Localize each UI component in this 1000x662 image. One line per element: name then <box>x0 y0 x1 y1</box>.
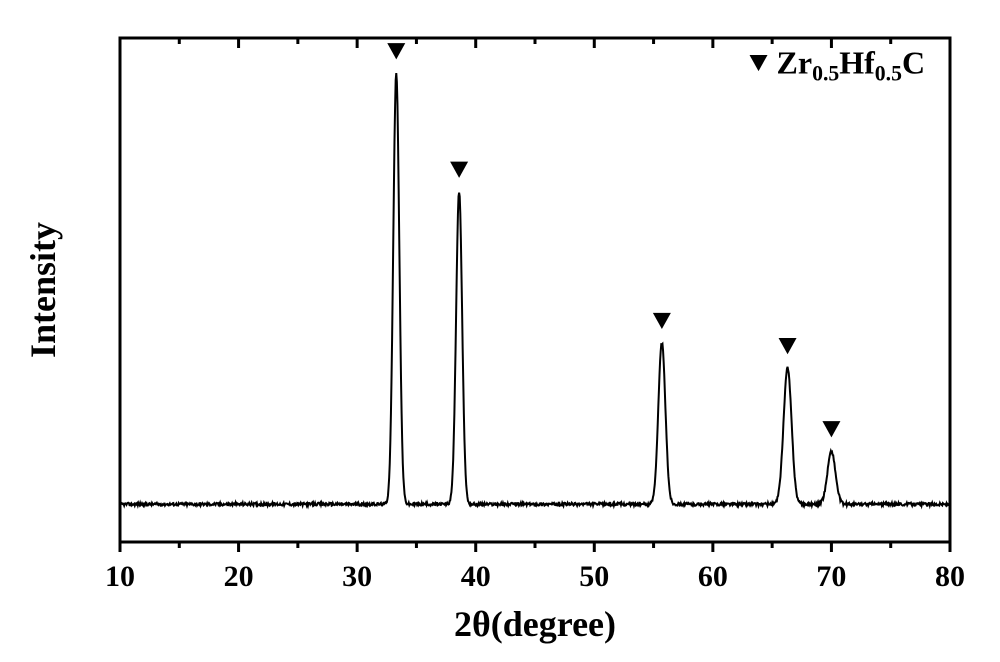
chart-svg: 10 20 30 40 50 60 70 80 2θ(degree) Intensity Zr0.5… <box>0 0 1000 662</box>
legend-label: Zr0.5Hf0.5C <box>777 44 926 85</box>
x-tick-label: 60 <box>698 560 728 593</box>
x-tick-label: 10 <box>105 560 135 593</box>
x-tick-label: 50 <box>579 560 609 593</box>
x-tick-label: 70 <box>816 560 846 593</box>
x-tick-label: 20 <box>224 560 254 593</box>
x-tick-label: 40 <box>461 560 491 593</box>
y-axis-label: Intensity <box>23 222 63 358</box>
x-axis-label: 2θ(degree) <box>454 604 616 644</box>
xrd-chart: 10 20 30 40 50 60 70 80 2θ(degree) Intensity Zr0.5… <box>0 0 1000 662</box>
x-tick-label: 80 <box>935 560 965 593</box>
x-tick-label: 30 <box>342 560 372 593</box>
